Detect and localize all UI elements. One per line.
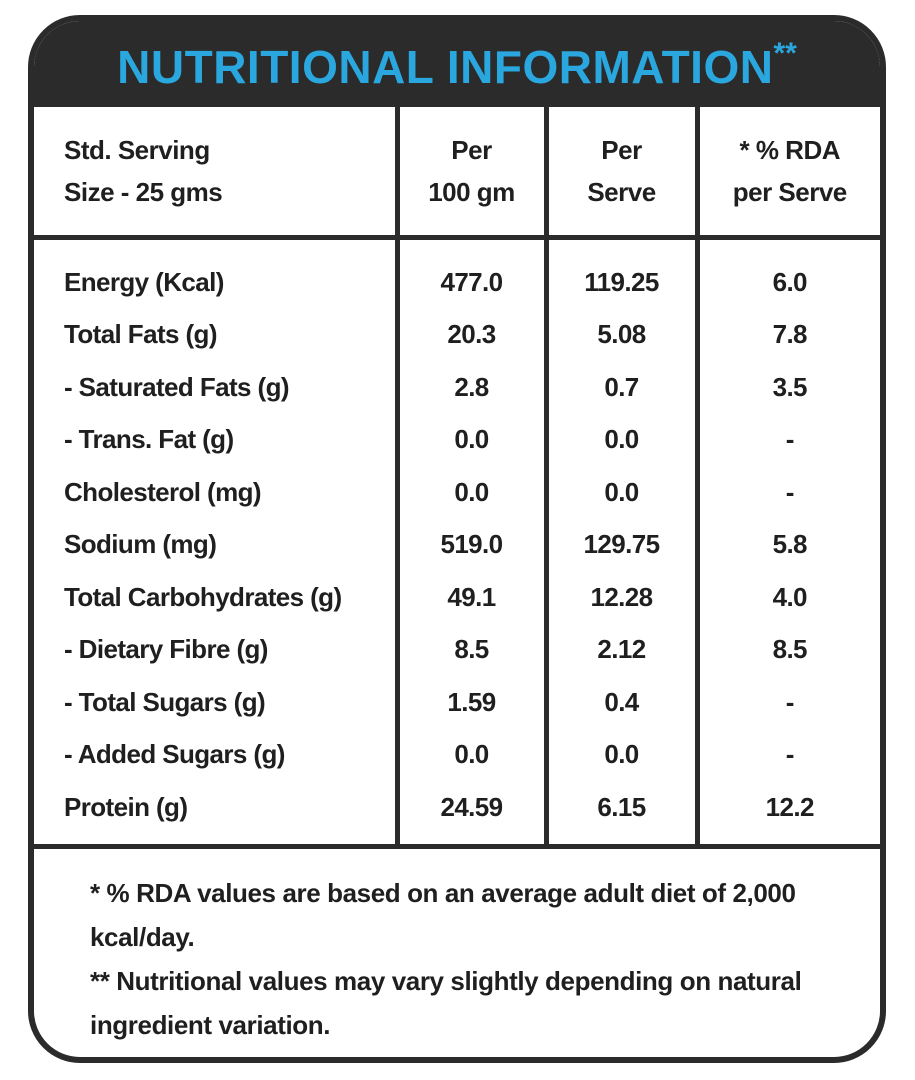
column-header: * % RDA per Serve — [694, 107, 880, 240]
value-cell: 12.28 — [543, 571, 697, 624]
value-cell: 0.0 — [394, 413, 546, 466]
nutrient-name: Sodium (mg) — [64, 529, 217, 560]
value-cell: 0.4 — [543, 676, 697, 729]
value-cell: 8.5 — [394, 623, 546, 676]
nutrient-name: - Added Sugars (g) — [64, 739, 285, 770]
nutrient-name: Total Carbohydrates (g) — [64, 581, 342, 612]
column-header-line: Per — [601, 135, 642, 165]
nutrient-name: Energy (Kcal) — [64, 266, 224, 297]
table-row: - Trans. Fat (g) 0.0 0.0- — [34, 413, 880, 466]
value-cell: 8.5 — [694, 623, 880, 676]
value-cell: 7.8 — [694, 308, 880, 361]
table-row: - Added Sugars (g) 0.0 0.0- — [34, 728, 880, 781]
column-header-line: Std. Serving — [64, 135, 210, 165]
value-cell: 5.08 — [543, 308, 697, 361]
column-header: Per Serve — [543, 107, 697, 240]
table-row: Protein (g) 24.59 6.15 12.2 — [34, 781, 880, 846]
footnote: * % RDA values are based on an average a… — [90, 877, 796, 952]
footnotes: * % RDA values are based on an average a… — [34, 849, 880, 1047]
table-row: - Dietary Fibre (g) 8.5 2.12 8.5 — [34, 623, 880, 676]
nutrition-table: Std. Serving Size - 25 gms Per 100 gm Per Ser… — [34, 107, 880, 849]
value-cell: 0.0 — [543, 413, 697, 466]
value-cell: 0.7 — [543, 361, 697, 414]
nutrient-name: - Total Sugars (g) — [64, 686, 266, 717]
value-cell: 6.15 — [543, 781, 697, 846]
table-row: Cholesterol (mg) 0.0 0.0- — [34, 466, 880, 519]
title-mark: ** — [773, 37, 797, 70]
column-header-line: * % RDA — [739, 135, 840, 165]
column-header-line: Size - 25 gms — [64, 177, 223, 207]
nutrient-name: - Trans. Fat (g) — [64, 424, 234, 455]
value-cell: 0.0 — [394, 728, 546, 781]
value-cell: - — [694, 466, 880, 519]
nutrient-name: Cholesterol (mg) — [64, 476, 262, 507]
value-cell: 2.8 — [394, 361, 546, 414]
title-bar: NUTRITIONAL INFORMATION ** — [34, 21, 880, 107]
value-cell: 0.0 — [543, 728, 697, 781]
value-cell: - — [694, 728, 880, 781]
table-row: - Total Sugars (g) 1.59 0.4- — [34, 676, 880, 729]
nutrient-name: - Saturated Fats (g) — [64, 371, 290, 402]
column-header-line: Serve — [587, 177, 656, 207]
value-cell: 519.0 — [394, 518, 546, 571]
value-cell: 477.0 — [394, 237, 546, 309]
value-cell: - — [694, 413, 880, 466]
column-header: Per 100 gm — [394, 107, 546, 240]
value-cell: 6.0 — [694, 237, 880, 309]
value-cell: 129.75 — [543, 518, 697, 571]
column-header-line: 100 gm — [428, 177, 515, 207]
column-header-line: Per — [451, 135, 492, 165]
value-cell: 49.1 — [394, 571, 546, 624]
value-cell: 3.5 — [694, 361, 880, 414]
column-header: Std. Serving Size - 25 gms — [34, 107, 397, 240]
nutrient-name: Protein (g) — [64, 791, 188, 822]
table-row: Sodium (mg) 519.0 129.75 5.8 — [34, 518, 880, 571]
table-row: Energy (Kcal) 477.0 119.25 6.0 — [34, 237, 880, 309]
value-cell: 119.25 — [543, 237, 697, 309]
value-cell: 0.0 — [543, 466, 697, 519]
table-row: Total Carbohydrates (g) 49.1 12.28 4.0 — [34, 571, 880, 624]
value-cell: - — [694, 676, 880, 729]
value-cell: 24.59 — [394, 781, 546, 846]
value-cell: 20.3 — [394, 308, 546, 361]
value-cell: 2.12 — [543, 623, 697, 676]
value-cell: 5.8 — [694, 518, 880, 571]
footnote: ** Nutritional values may vary slightly … — [90, 965, 802, 1040]
value-cell: 12.2 — [694, 781, 880, 846]
table-row: - Saturated Fats (g) 2.8 0.7 3.5 — [34, 361, 880, 414]
nutrient-name: - Dietary Fibre (g) — [64, 634, 268, 665]
value-cell: 4.0 — [694, 571, 880, 624]
nutrition-card: NUTRITIONAL INFORMATION ** Std. Serving Si… — [28, 15, 886, 1063]
title: NUTRITIONAL INFORMATION — [117, 41, 774, 93]
table-row: Total Fats (g) 20.3 5.08 7.8 — [34, 308, 880, 361]
value-cell: 0.0 — [394, 466, 546, 519]
nutrient-name: Total Fats (g) — [64, 319, 217, 350]
value-cell: 1.59 — [394, 676, 546, 729]
column-header-line: per Serve — [732, 177, 848, 207]
